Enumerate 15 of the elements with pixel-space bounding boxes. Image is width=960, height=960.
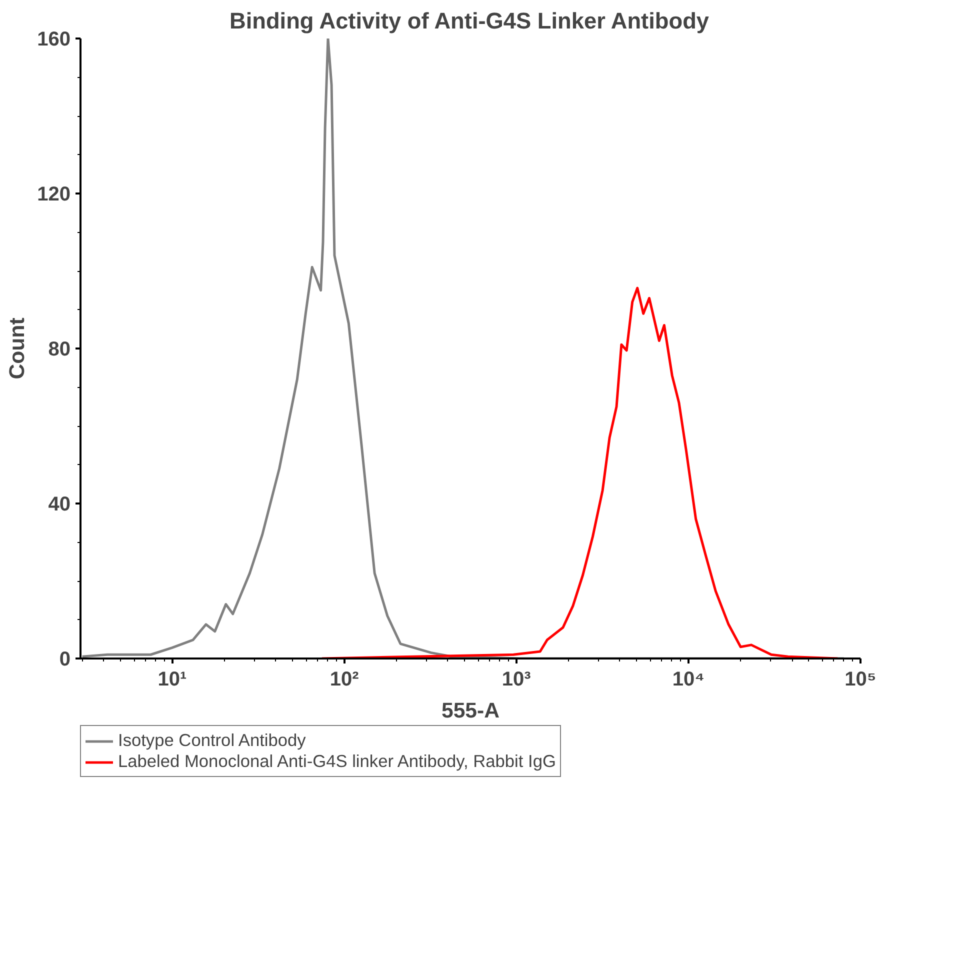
- y-axis-title: Count: [5, 318, 30, 380]
- legend-label: Labeled Monoclonal Anti-G4S linker Antibody, Rabbit IgG: [118, 751, 556, 772]
- chart-title: Binding Activity of Anti-G4S Linker Antibody: [229, 8, 710, 34]
- x-tick-label: 10¹: [158, 668, 188, 690]
- y-tick-label: 80: [48, 338, 71, 360]
- legend-label: Isotype Control Antibody: [118, 730, 306, 751]
- y-tick-label: 160: [37, 28, 71, 50]
- y-tick-label: 40: [48, 494, 71, 516]
- x-tick-label: 10²: [330, 668, 360, 690]
- y-tick-label: 0: [59, 648, 70, 670]
- x-tick-label: 10³: [502, 668, 532, 690]
- x-tick-label: 10⁵: [844, 668, 876, 690]
- y-tick-label: 120: [37, 184, 71, 206]
- x-tick-label: 10⁴: [672, 668, 705, 690]
- x-axis-title: 555-A: [441, 698, 500, 722]
